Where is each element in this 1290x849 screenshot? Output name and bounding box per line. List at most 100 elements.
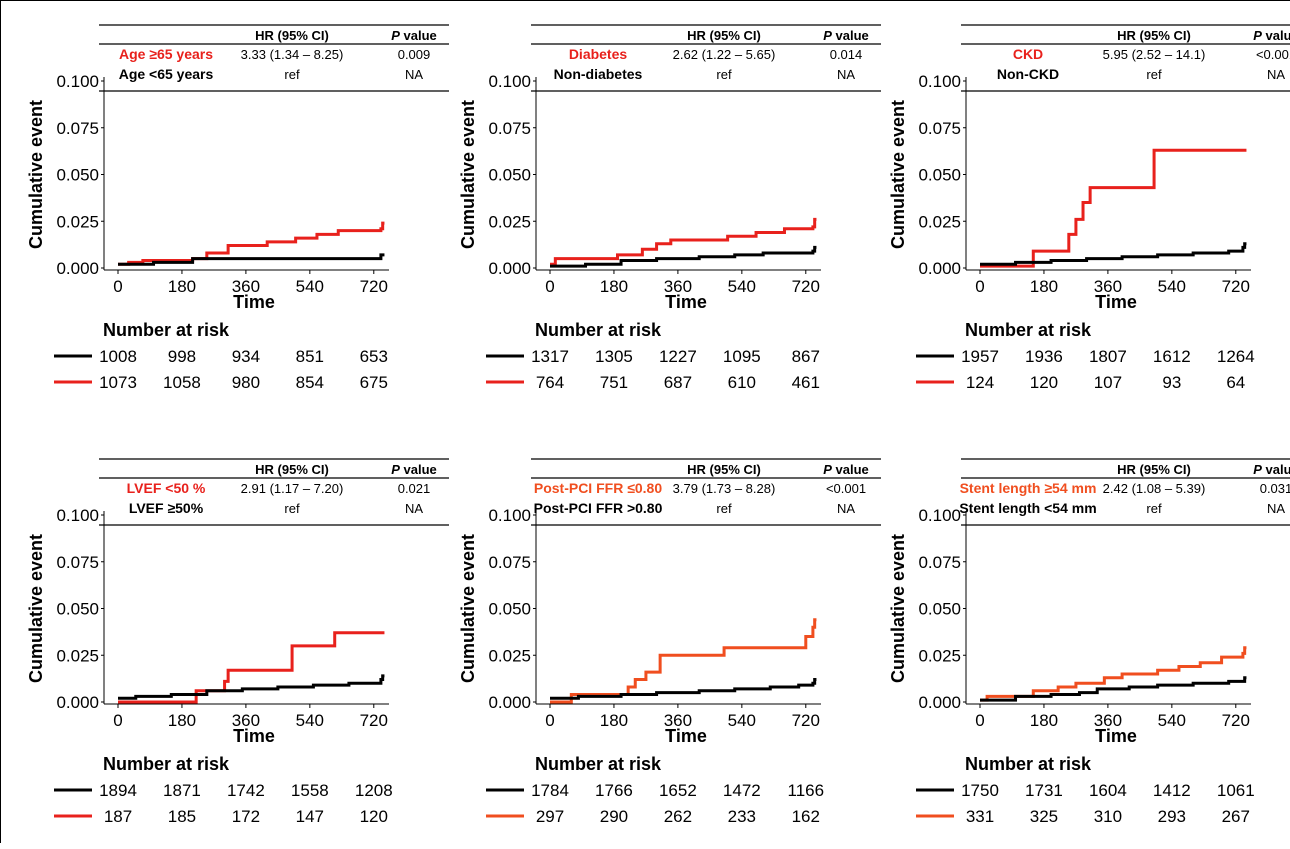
risk-value: 1208 [355,781,393,800]
risk-value: 331 [966,807,994,826]
number-at-risk-title: Number at risk [965,320,1092,340]
y-tick-label: 0.000 [56,693,99,712]
hr-value: ref [716,67,732,82]
p-value: 0.021 [398,481,431,496]
risk-value: 1936 [1025,347,1063,366]
risk-value: 1784 [531,781,569,800]
x-tick-label: 0 [545,277,554,296]
number-at-risk-title: Number at risk [103,320,230,340]
risk-value: 310 [1094,807,1122,826]
y-axis-title: Cumulative event [888,100,908,249]
risk-value: 1317 [531,347,569,366]
y-tick-label: 0.000 [918,259,961,278]
hr-column-header: HR (95% CI) [687,28,761,43]
y-axis-title: Cumulative event [888,534,908,683]
x-tick-label: 0 [545,711,554,730]
risk-value: 1166 [788,781,825,800]
number-at-risk-title: Number at risk [535,320,662,340]
risk-value: 1061 [1217,781,1255,800]
risk-value: 1472 [723,781,761,800]
km-curve-exposed [550,217,817,266]
risk-value: 854 [296,373,324,392]
y-tick-label: 0.075 [918,553,961,572]
p-column-header: P value [391,462,437,477]
risk-value: 64 [1226,373,1245,392]
risk-value: 185 [168,807,196,826]
p-value: NA [837,67,855,82]
risk-value: 687 [664,373,692,392]
risk-value: 653 [360,347,388,366]
p-value: NA [1267,67,1285,82]
hr-value: ref [284,501,300,516]
x-axis-title: Time [1095,292,1137,312]
x-tick-label: 720 [1222,711,1250,730]
risk-value: 1731 [1025,781,1063,800]
x-tick-label: 180 [600,277,628,296]
group-label: Diabetes [569,46,628,62]
y-tick-label: 0.025 [56,212,99,231]
y-tick-label: 0.050 [918,600,961,619]
y-tick-label: 0.000 [56,259,99,278]
x-axis-title: Time [665,726,707,746]
km-curve-reference [550,678,817,700]
risk-value: 764 [536,373,564,392]
risk-value: 610 [728,373,756,392]
p-value: <0.001 [826,481,866,496]
risk-value: 1750 [961,781,999,800]
x-axis-title: Time [233,292,275,312]
km-curve-reference [980,242,1247,266]
y-tick-label: 0.025 [918,212,961,231]
group-label: CKD [1013,46,1043,62]
number-at-risk-title: Number at risk [535,754,662,774]
x-tick-label: 540 [1158,277,1186,296]
risk-value: 998 [168,347,196,366]
risk-value: 1894 [99,781,137,800]
km-curve-exposed [980,646,1247,702]
x-tick-label: 540 [296,277,324,296]
hr-column-header: HR (95% CI) [1117,462,1191,477]
risk-value: 675 [360,373,388,392]
risk-value: 1008 [99,347,137,366]
number-at-risk-title: Number at risk [965,754,1092,774]
p-column-header: P value [1253,28,1290,43]
hr-value: ref [1146,501,1162,516]
y-axis-title: Cumulative event [458,100,478,249]
p-value: <0.001 [1256,47,1290,62]
y-axis-title: Cumulative event [26,534,46,683]
group-label: Age <65 years [119,66,214,82]
group-label: Non-CKD [997,66,1059,82]
y-tick-label: 0.075 [488,553,531,572]
y-axis-title: Cumulative event [26,100,46,249]
x-tick-label: 540 [728,277,756,296]
x-tick-label: 360 [664,277,692,296]
x-tick-label: 180 [1030,711,1058,730]
risk-value: 1604 [1089,781,1127,800]
group-label: Stent length ≥54 mm [960,480,1097,496]
p-value: 0.031 [1260,481,1290,496]
hr-value: 2.42 (1.08 – 5.39) [1103,481,1206,496]
hr-value: 3.33 (1.34 – 8.25) [241,47,344,62]
risk-value: 1558 [291,781,329,800]
x-tick-label: 0 [975,277,984,296]
risk-value: 267 [1222,807,1250,826]
km-curve-reference [550,245,817,268]
y-tick-label: 0.100 [56,72,99,91]
hr-value: ref [284,67,300,82]
y-tick-label: 0.000 [488,259,531,278]
x-tick-label: 720 [1222,277,1250,296]
x-tick-label: 720 [360,711,388,730]
risk-value: 120 [1030,373,1058,392]
risk-value: 107 [1094,373,1122,392]
risk-value: 934 [232,347,260,366]
number-at-risk-title: Number at risk [103,754,230,774]
group-label: Stent length <54 mm [959,500,1096,516]
y-tick-label: 0.000 [918,693,961,712]
group-label: LVEF ≥50% [129,500,204,516]
y-tick-label: 0.100 [488,506,531,525]
p-column-header: P value [823,462,869,477]
group-label: LVEF <50 % [127,480,206,496]
hr-value: 5.95 (2.52 – 14.1) [1103,47,1206,62]
group-label: Age ≥65 years [119,46,213,62]
hr-value: 2.62 (1.22 – 5.65) [673,47,776,62]
